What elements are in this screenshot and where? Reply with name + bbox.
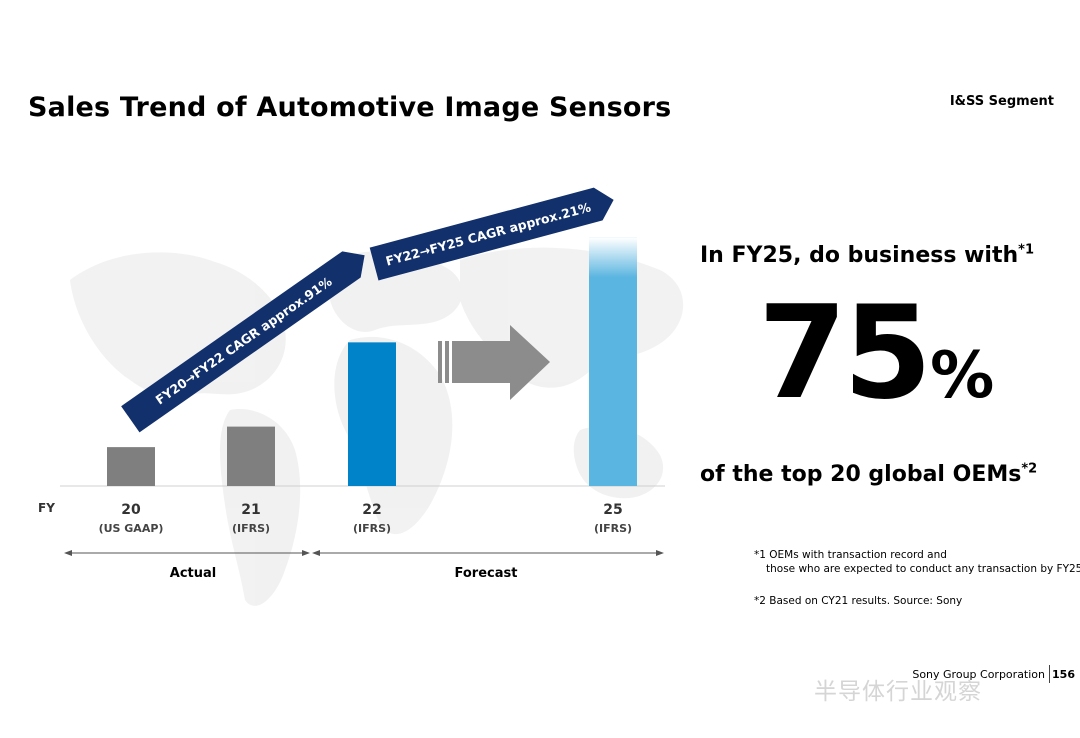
bar-fy20 (107, 447, 155, 486)
category-label-fy22: 22 (362, 502, 381, 518)
page-title: Sales Trend of Automotive Image Sensors (28, 92, 672, 123)
period-actual: Actual (64, 550, 310, 581)
forecast-arrow-icon (438, 325, 550, 400)
period-forecast-label: Forecast (455, 566, 518, 581)
highlight-lead-text: In FY25, do business with (700, 243, 1019, 268)
footnote-1-line2: those who are expected to conduct any tr… (766, 563, 1080, 575)
lead-footnote-marker: *1 (1018, 242, 1034, 258)
bar-fy22 (348, 342, 396, 486)
bar-fade-overlay (589, 237, 637, 278)
category-label-fy20: 20 (121, 502, 141, 518)
watermark-text: 半导体行业观察 (814, 679, 982, 705)
highlight-value: 75 (758, 279, 932, 428)
fy-axis-label: FY (38, 501, 55, 515)
footer-company: Sony Group Corporation (912, 668, 1045, 681)
highlight-tail-text: of the top 20 global OEMs (700, 462, 1022, 487)
category-label-fy25: 25 (603, 502, 622, 518)
bar-fy21 (227, 426, 275, 486)
category-sublabel-fy20: (US GAAP) (99, 522, 164, 535)
footnote-1-line1: *1 OEMs with transaction record and (754, 549, 947, 561)
highlight-number: 75% (758, 290, 994, 418)
footnote-2: *2 Based on CY21 results. Source: Sony (754, 595, 963, 607)
period-forecast: Forecast (312, 550, 664, 581)
highlight-unit: % (930, 339, 995, 413)
category-sublabel-fy21: (IFRS) (232, 522, 270, 535)
category-sublabel-fy22: (IFRS) (353, 522, 391, 535)
footnote-1: *1 OEMs with transaction record and thos… (754, 548, 1080, 576)
highlight-tail: of the top 20 global OEMs*2 (700, 462, 1037, 487)
tail-footnote-marker: *2 (1021, 461, 1038, 477)
category-label-fy21: 21 (241, 502, 260, 518)
category-labels: 20 (US GAAP) 21 (IFRS) 22 (IFRS) 25 (IFRS) (99, 502, 632, 535)
category-sublabel-fy25: (IFRS) (594, 522, 632, 535)
bars-group (107, 237, 637, 486)
bar-fy25 (589, 237, 637, 486)
highlight-lead: In FY25, do business with*1 (700, 243, 1034, 268)
period-actual-label: Actual (170, 566, 216, 581)
footer-divider (1049, 665, 1050, 683)
page-number: 156 (1052, 668, 1075, 681)
sales-chart: 20 (US GAAP) 21 (IFRS) 22 (IFRS) 25 (IFRS) FY A… (38, 187, 684, 606)
segment-label: I&SS Segment (949, 94, 1054, 109)
